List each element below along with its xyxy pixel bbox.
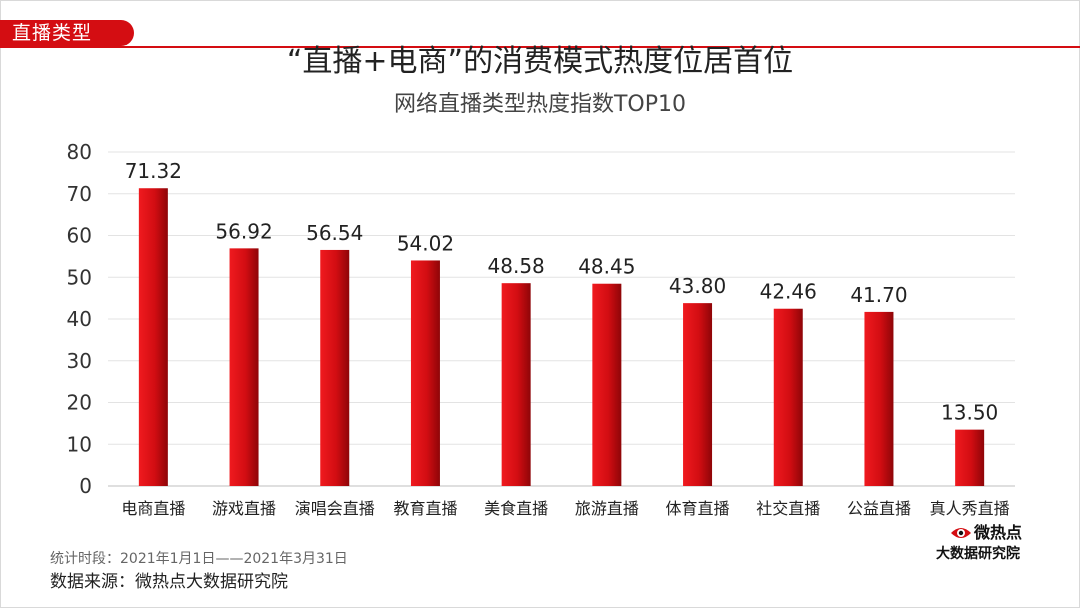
y-tick-label: 30 [67,349,92,373]
x-tick-label: 教育直播 [393,499,457,518]
y-tick-label: 40 [67,307,92,331]
logo-name: 微热点 [974,523,1023,542]
bar [955,429,985,486]
bar [864,311,894,486]
logo-subtitle: 大数据研究院 [936,546,1020,562]
x-tick-label: 游戏直播 [212,499,276,518]
bar [138,188,168,486]
logo: 微热点 大数据研究院 [930,522,1048,564]
bar [773,308,803,486]
eye-icon [951,528,971,538]
x-axis: 电商直播 游戏直播 演唱会直播 教育直播 美食直播 旅游直播 体育直播 社交直播 公益直播 真人秀… [121,499,1009,518]
x-tick-label: 美食直播 [484,499,548,518]
data-label: 42.46 [760,280,817,304]
bar [229,248,259,486]
x-tick-label: 真人秀直播 [930,499,1010,518]
data-label: 54.02 [397,231,454,255]
y-tick-label: 0 [79,474,92,498]
top-rule [0,46,1080,48]
value-labels: 71.32 56.92 56.54 54.02 48.58 48.45 43.80 42.46… [125,159,999,424]
page-title: “直播+电商”的消费模式热度位居首位 [286,44,794,79]
y-tick-label: 10 [67,432,92,456]
bar [320,249,350,486]
data-label: 48.45 [578,255,635,279]
bar [410,260,440,486]
data-label: 48.58 [488,254,545,278]
data-label: 41.70 [850,283,907,307]
y-tick-label: 20 [67,391,92,415]
data-label: 56.92 [215,219,272,243]
x-tick-label: 公益直播 [847,499,911,518]
data-source: 数据来源：微热点大数据研究院 [50,572,288,592]
data-label: 43.80 [669,274,726,298]
y-tick-label: 70 [67,182,92,206]
bar [683,303,713,486]
y-tick-label: 60 [67,224,92,248]
x-tick-label: 旅游直播 [575,499,639,518]
x-tick-label: 演唱会直播 [295,499,375,518]
bars [138,188,985,486]
x-tick-label: 电商直播 [121,499,185,518]
y-tick-label: 80 [67,140,92,164]
data-label: 13.50 [941,401,998,425]
y-axis: 0 10 20 30 40 50 60 70 80 [67,140,92,498]
data-label: 56.54 [306,221,363,245]
gridlines [108,151,1015,487]
y-tick-label: 50 [67,265,92,289]
data-label: 71.32 [125,159,182,183]
x-tick-label: 社交直播 [756,499,820,518]
bar [501,283,531,486]
x-tick-label: 体育直播 [666,499,730,518]
section-tag: 直播类型 [0,20,134,46]
bar [592,283,622,486]
stat-period: 统计时段：2021年1月1日——2021年3月31日 [50,551,348,567]
chart-subtitle: 网络直播类型热度指数TOP10 [393,92,687,117]
